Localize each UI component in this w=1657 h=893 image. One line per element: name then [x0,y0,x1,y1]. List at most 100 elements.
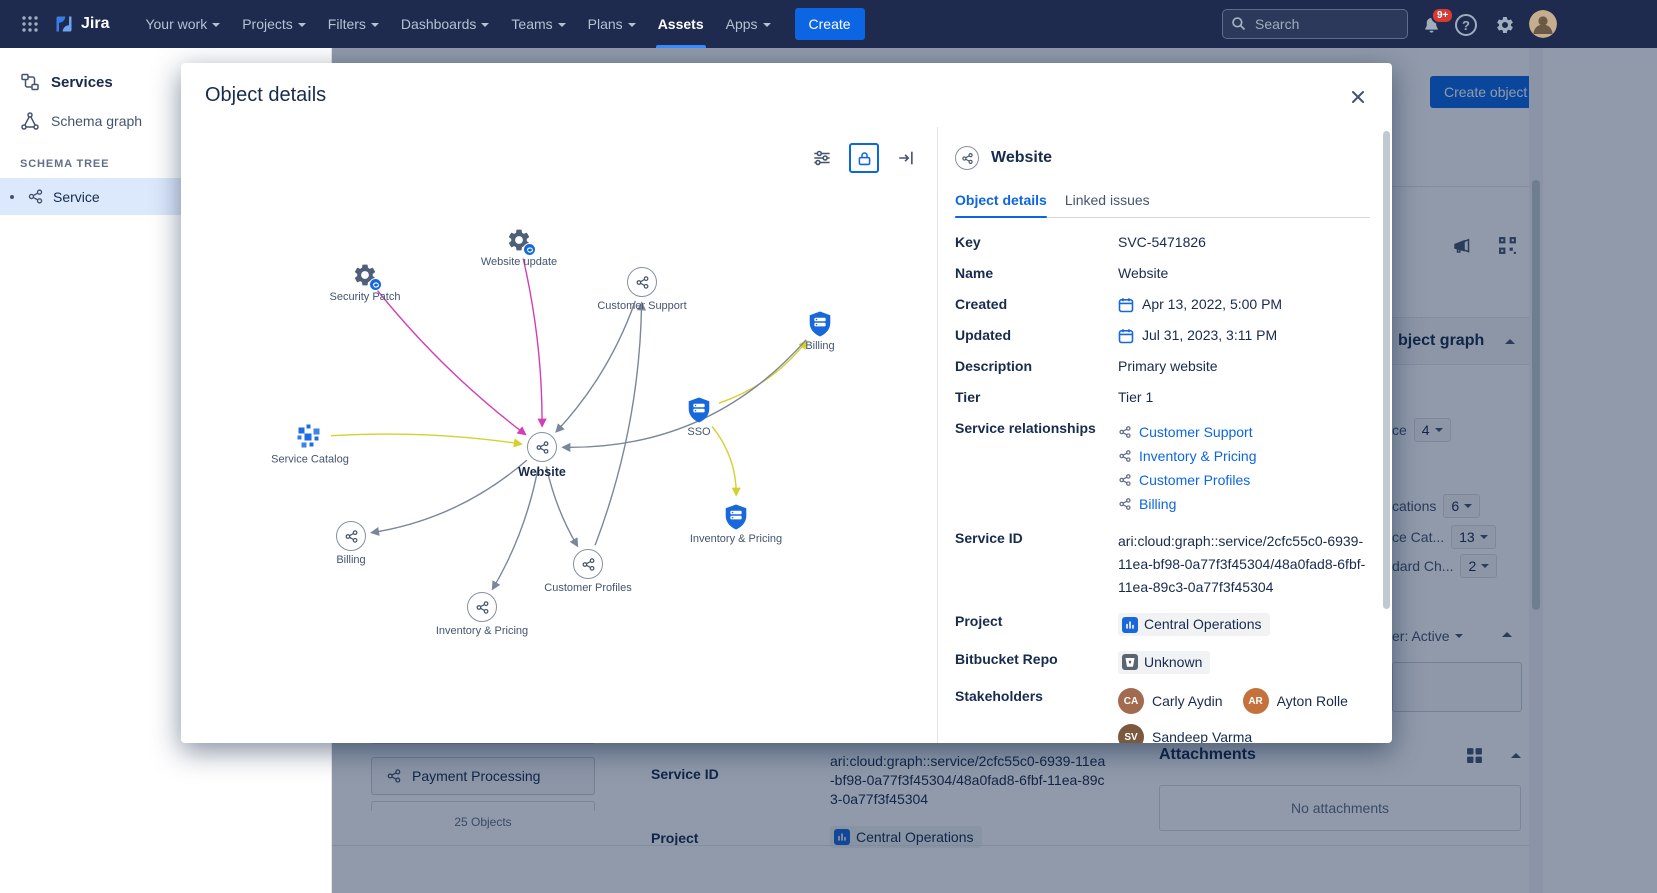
notifications-bell-icon[interactable]: 9+ [1419,7,1455,37]
nav-item-teams[interactable]: Teams [501,0,575,48]
graph-node-security-patch[interactable]: Security Patch [330,262,400,303]
project-label: Project [651,830,699,846]
nav-item-label: Plans [587,16,623,32]
graph-node-billing-shield[interactable]: Billing [805,311,835,352]
field-label: Created [955,296,1008,312]
dropdown-value: 2 [1468,558,1477,574]
graph-node-inventory-pricing[interactable]: Inventory & Pricing [436,592,528,637]
search-input[interactable] [1222,9,1408,39]
grid-view-icon[interactable] [1466,747,1483,764]
bitbucket-repo-chip[interactable]: Unknown [1118,650,1211,674]
stakeholder-sandeep-varma[interactable]: SV Sandeep Varma [1118,724,1252,743]
calendar-icon [1118,297,1134,313]
object-list-item-payment-processing[interactable]: Payment Processing [371,757,595,795]
project-chip[interactable]: Central Operations [830,826,982,848]
chevron-up-icon[interactable] [1511,752,1521,758]
graph-node-customer-support[interactable]: Customer Support [597,267,687,312]
chevron-down-icon [1454,634,1463,638]
tab-linked-issues[interactable]: Linked issues [1064,192,1150,208]
nav-item-your-work[interactable]: Your work [135,0,230,48]
relationship-graph[interactable]: Website update Security Patch Customer Sup… [181,127,937,743]
stakeholder-name: Ayton Rolle [1276,692,1348,709]
graph-node-label: Security Patch [329,291,401,303]
modal-scrollbar-thumb[interactable] [1383,131,1390,609]
qr-code-icon[interactable] [1498,236,1517,255]
create-object-button[interactable]: Create object [1430,76,1542,108]
nav-menu: Your work Projects Filters Dashboards Te… [135,0,780,48]
shield-service-icon [808,311,832,337]
create-button[interactable]: Create [794,8,865,40]
nav-item-apps[interactable]: Apps [716,0,781,48]
graph-exit-icon[interactable] [891,143,921,173]
chevron-up-icon[interactable] [1502,632,1512,637]
nav-item-projects[interactable]: Projects [232,0,316,48]
page-scrollbar[interactable] [1529,48,1543,893]
graph-node-service-catalog[interactable]: Service Catalog [271,424,349,466]
sidebar-item-schema-graph[interactable]: Schema graph [0,102,331,140]
project-chip[interactable]: Central Operations [1118,613,1270,636]
dropdown-select[interactable]: 13 [1451,525,1496,549]
user-avatar[interactable] [1529,10,1557,38]
sidebar-title: Services [51,73,113,91]
nav-item-label: Apps [725,16,758,32]
chevron-up-icon[interactable] [1505,338,1515,344]
page-scrollbar-thumb[interactable] [1532,180,1540,610]
field-value-service-id: ari:cloud:graph::service/2cfc55c0-6939-1… [1118,533,1366,595]
tab-object-details[interactable]: Object details [955,192,1047,218]
dropdown-select[interactable]: 4 [1413,418,1451,442]
graph-edge-security-patch-website [376,289,527,436]
filter-active-dropdown[interactable]: er: Active [1392,628,1463,644]
relationship-link-inventory-pricing[interactable]: Inventory & Pricing [1118,444,1370,468]
avatar: CA [1118,688,1144,714]
relationship-link-customer-support[interactable]: Customer Support [1118,420,1370,444]
graph-node-inventory-pricing-shield[interactable]: Inventory & Pricing [690,504,782,545]
sidebar-item-label: Schema graph [51,113,143,129]
relationship-link-text[interactable]: Customer Support [1139,423,1253,440]
dropdown-select[interactable]: 2 [1460,554,1498,578]
graph-node-label: Service Catalog [271,453,349,466]
field-row-service-relationships: Service relationships Customer Support I… [955,413,1370,523]
object-type-icon [27,188,44,205]
field-row-bitbucket-repo: Bitbucket Repo Unknown [955,644,1370,682]
relationship-link-text[interactable]: Customer Profiles [1139,471,1251,488]
dropdown-label: dard Ch... [1392,558,1454,574]
graph-edge-website-inventory-pricing [491,466,539,591]
dropdown-select[interactable]: 6 [1443,494,1481,518]
dropdown-label: ce Cat... [1392,529,1445,545]
object-graph-panel-header[interactable]: bject graph [1392,317,1529,365]
field-row-created: Created Apr 13, 2022, 5:00 PM [955,289,1370,320]
relationship-link-customer-profiles[interactable]: Customer Profiles [1118,468,1370,492]
graph-depth-dropdown: ce 4 [1392,418,1451,442]
graph-filter-icon[interactable] [807,143,837,173]
close-icon[interactable] [1346,85,1370,109]
graph-node-website-update[interactable]: Website update [481,227,557,268]
nav-item-plans[interactable]: Plans [578,0,646,48]
help-icon[interactable] [1455,14,1477,36]
nav-item-assets[interactable]: Assets [648,0,714,48]
panel-header: Website [955,146,1370,170]
relationship-link-billing[interactable]: Billing [1118,492,1370,516]
field-row-key: Key SVC-5471826 [955,227,1370,258]
relationship-link-text[interactable]: Inventory & Pricing [1139,447,1257,464]
graph-node-billing[interactable]: Billing [336,521,366,566]
relationship-link-text[interactable]: Billing [1139,495,1177,512]
field-label: Stakeholders [955,688,1043,704]
brand-name: Jira [81,15,110,32]
graph-node-customer-profiles[interactable]: Customer Profiles [544,549,632,594]
graph-node-sso[interactable]: SSO [687,397,711,438]
partial-button-fragment[interactable] [1392,76,1420,108]
graph-edge-website-customer-profiles [545,466,579,548]
app-switcher-icon[interactable] [14,8,46,40]
chevron-down-icon [297,23,306,27]
settings-gear-icon[interactable] [1493,13,1517,37]
stakeholder-carly-aydin[interactable]: CA Carly Aydin [1118,688,1223,714]
nav-item-dashboards[interactable]: Dashboards [391,0,500,48]
nav-item-filters[interactable]: Filters [318,0,389,48]
jira-logo[interactable]: Jira [50,14,119,34]
announcement-icon[interactable] [1452,236,1472,256]
services-schema-icon [20,72,40,92]
graph-lock-icon[interactable] [849,143,879,173]
modal-header: Object details [181,63,1392,127]
stakeholder-ayton-rolle[interactable]: AR Ayton Rolle [1242,688,1348,714]
graph-node-website[interactable]: Website [518,432,566,479]
